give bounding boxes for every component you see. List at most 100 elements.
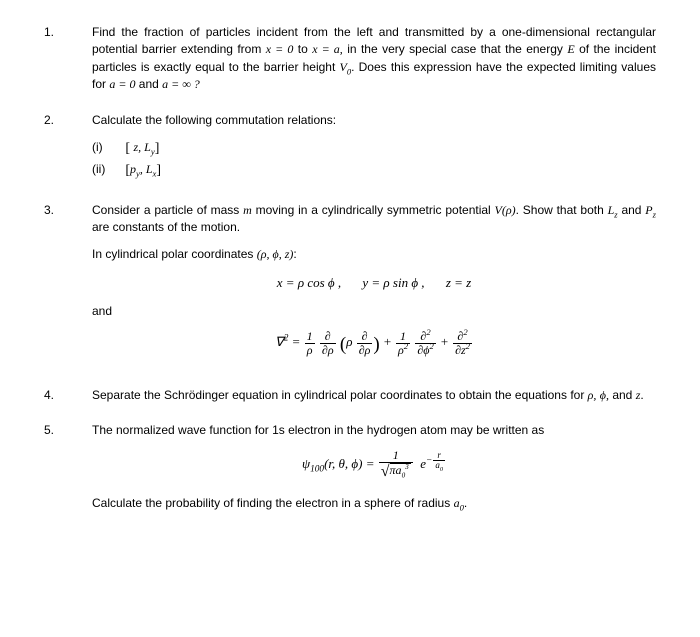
p3-lead-mid2: . Show that both	[516, 203, 608, 217]
p5-fn: 1	[379, 449, 413, 463]
p5-aexp: 3	[405, 463, 409, 471]
p3-Pz-s: z	[653, 209, 656, 219]
p3-f3d: ∂ρ	[357, 344, 373, 357]
p1-eq3: a = 0	[109, 77, 135, 91]
p3-xyz-eq: x = ρ cos ϕ , y = ρ sin ϕ , z = z	[92, 274, 656, 293]
p1-mid5: and	[135, 77, 162, 91]
p3-frac2: ∂∂ρ	[320, 330, 336, 356]
problem-5-number: 5.	[44, 422, 92, 512]
p3-lead-mid: moving in a cylindrically symmetric pote…	[252, 203, 495, 217]
p5-sqrt: √πa03	[381, 463, 411, 481]
p2-ii-close: ]	[156, 163, 161, 178]
p1-E: E	[567, 42, 574, 56]
p3-lead-pre: Consider a particle of mass	[92, 203, 243, 217]
p4-mid: and	[609, 388, 636, 402]
problem-2: 2. Calculate the following commutation r…	[44, 112, 656, 184]
p3-f5ns: 2	[426, 327, 430, 337]
p3-f1n: 1	[305, 330, 315, 344]
p3-f2d: ∂ρ	[320, 344, 336, 357]
problem-4-number: 4.	[44, 387, 92, 404]
problem-4-body: Separate the Schrödinger equation in cyl…	[92, 387, 656, 404]
p1-eq2: x = a,	[312, 42, 343, 56]
p3-coords-tuple: (ρ, ϕ, z)	[257, 247, 294, 261]
p2-item-ii: (ii) [py, Lx]	[92, 161, 656, 181]
p3-lead: Consider a particle of mass m moving in …	[92, 202, 656, 237]
problem-3-number: 3.	[44, 202, 92, 369]
p2-i-close: ]	[155, 141, 160, 156]
p5-psi-sub: 100	[310, 465, 324, 475]
problem-5-body: The normalized wave function for 1s elec…	[92, 422, 656, 512]
p5-tail: Calculate the probability of finding the…	[92, 495, 656, 512]
p3-frac4: 1ρ2	[396, 330, 410, 356]
p3-f1d: ρ	[305, 344, 315, 357]
p5-exp: −ra0	[426, 456, 446, 466]
p3-nabla: ∇	[275, 334, 284, 349]
p3-f6ns: 2	[463, 327, 467, 337]
p2-i-open: [	[125, 141, 133, 156]
p2-lead: Calculate the following commutation rela…	[92, 112, 656, 129]
p3-and: and	[92, 303, 656, 320]
p3-Lz: Lz	[608, 203, 618, 217]
problem-3-body: Consider a particle of mass m moving in …	[92, 202, 656, 369]
p5-psi: ψ	[302, 456, 310, 471]
problem-5: 5. The normalized wave function for 1s e…	[44, 422, 656, 512]
p3-coords-pre: In cylindrical polar coordinates	[92, 247, 257, 261]
problem-1-number: 1.	[44, 24, 92, 94]
p3-colon: :	[293, 247, 296, 261]
p3-laplacian: ∇2 = 1ρ ∂∂ρ (ρ ∂∂ρ) + 1ρ2 ∂2∂ϕ2 + ∂2∂z2	[92, 330, 656, 359]
p5-pia: πa	[390, 463, 402, 477]
p3-f2n: ∂	[320, 330, 336, 344]
p3-xline: x = ρ cos ϕ ,	[277, 275, 341, 290]
p3-f6ds: 2	[466, 341, 470, 351]
p5-eq: ψ100(r, θ, ϕ) = 1 √πa03 e−ra0	[92, 449, 656, 480]
p4-v2: ϕ,	[600, 388, 609, 402]
p3-plus2: +	[440, 334, 452, 349]
p4-pre: Separate the Schrödinger equation in cyl…	[92, 388, 588, 402]
p1-V0: V0	[339, 60, 351, 74]
problem-2-number: 2.	[44, 112, 92, 184]
p2-i-a: z, L	[134, 140, 151, 154]
p3-zline: z = z	[446, 275, 471, 290]
p5-args: (r, θ, ϕ) =	[324, 456, 378, 471]
problem-1: 1. Find the fraction of particles incide…	[44, 24, 656, 94]
p3-rho-in: ρ	[346, 334, 352, 349]
p4-end: .	[640, 388, 643, 402]
p1-eq1: x = 0	[266, 42, 294, 56]
problem-1-body: Find the fraction of particles incident …	[92, 24, 656, 94]
p1-mid1: to	[293, 42, 312, 56]
p3-f6d: ∂z	[455, 343, 466, 357]
p3-frac5: ∂2∂ϕ2	[415, 330, 435, 356]
p2-ii-b: L	[146, 162, 153, 176]
p3-yline: y = ρ sin ϕ ,	[362, 275, 424, 290]
p3-Pz: Pz	[645, 203, 656, 217]
p2-ii-expr: [py, Lx]	[125, 162, 161, 176]
p3-m: m	[243, 203, 252, 217]
p5-tail-pre: Calculate the probability of finding the…	[92, 496, 454, 510]
p1-eq4: a = ∞ ?	[162, 77, 200, 91]
p5-lead: The normalized wave function for 1s elec…	[92, 422, 656, 439]
p3-lead-end: are constants of the motion.	[92, 220, 240, 234]
p3-plus1: +	[383, 334, 395, 349]
p3-frac3: ∂∂ρ	[357, 330, 373, 356]
p5-tail-end: .	[464, 496, 467, 510]
p1-mid2: in the very special case that the energy	[343, 42, 568, 56]
p1-V0-letter: V	[339, 60, 346, 74]
p3-vrho: V(ρ)	[495, 203, 516, 217]
p3-and1: and	[618, 203, 646, 217]
p3-f3n: ∂	[357, 330, 373, 344]
p5-a0s: 0	[440, 466, 443, 473]
p3-Pz-l: P	[645, 203, 652, 217]
p3-frac6: ∂2∂z2	[453, 330, 472, 356]
p3-f5ds: 2	[429, 341, 433, 351]
problem-3: 3. Consider a particle of mass m moving …	[44, 202, 656, 369]
p2-i-label: (i)	[92, 139, 122, 156]
problem-2-body: Calculate the following commutation rela…	[92, 112, 656, 184]
p2-i-expr: [ z, Ly]	[125, 140, 159, 154]
p5-minus: −	[426, 456, 432, 466]
p3-f4ds: 2	[404, 341, 408, 351]
problem-4: 4. Separate the Schrödinger equation in …	[44, 387, 656, 404]
p3-coords: In cylindrical polar coordinates (ρ, ϕ, …	[92, 246, 656, 263]
p3-f5d: ∂ϕ	[417, 343, 429, 357]
p5-frac: 1 √πa03	[379, 449, 413, 480]
p2-item-i: (i) [ z, Ly]	[92, 139, 656, 159]
